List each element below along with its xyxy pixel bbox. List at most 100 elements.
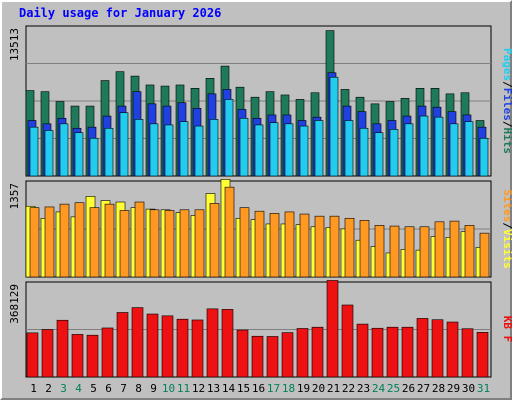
bar-sites-day-11 <box>179 209 190 278</box>
bar-sites-day-2 <box>44 206 55 278</box>
bar-kbytes-day-31 <box>476 332 489 378</box>
bar-sites-day-15 <box>239 207 250 278</box>
x-tick-day-17: 17 <box>267 382 280 395</box>
bar-sites-day-26 <box>404 226 415 278</box>
x-tick-day-22: 22 <box>342 382 355 395</box>
bar-kbytes-day-27 <box>416 318 429 378</box>
bar-pages-day-30 <box>464 121 474 177</box>
bar-kbytes-day-15 <box>236 329 249 378</box>
bar-sites-day-18 <box>284 211 295 278</box>
x-tick-day-16: 16 <box>252 382 265 395</box>
bar-kbytes-day-8 <box>131 307 144 378</box>
y-max-label-2: 368129 <box>8 284 21 324</box>
x-tick-day-7: 7 <box>120 382 127 395</box>
bar-pages-day-26 <box>404 123 414 177</box>
bar-sites-day-24 <box>374 225 385 278</box>
bar-pages-day-10 <box>164 124 174 177</box>
bar-sites-day-3 <box>59 203 70 278</box>
bar-sites-day-31 <box>479 232 490 278</box>
bar-pages-day-19 <box>299 125 309 177</box>
bar-pages-day-13 <box>209 119 219 177</box>
bar-sites-day-9 <box>149 209 160 278</box>
x-tick-day-4: 4 <box>75 382 82 395</box>
x-tick-day-21: 21 <box>327 382 340 395</box>
legend-entry-2-0: KB <box>501 316 512 330</box>
bar-sites-day-7 <box>119 210 130 278</box>
legend-entry-0-1: / <box>501 81 512 88</box>
bar-kbytes-day-28 <box>431 319 444 378</box>
x-tick-day-27: 27 <box>417 382 430 395</box>
x-tick-day-13: 13 <box>207 382 220 395</box>
x-tick-day-15: 15 <box>237 382 250 395</box>
bar-sites-day-1 <box>29 207 40 278</box>
bar-pages-day-7 <box>119 112 129 177</box>
bar-kbytes-day-13 <box>206 308 219 378</box>
bar-pages-day-5 <box>89 137 99 177</box>
x-tick-day-25: 25 <box>387 382 400 395</box>
bar-kbytes-day-7 <box>116 312 129 378</box>
bar-pages-day-16 <box>254 124 264 177</box>
bar-sites-day-4 <box>74 202 85 278</box>
bar-pages-day-3 <box>59 123 69 177</box>
x-tick-day-30: 30 <box>462 382 475 395</box>
y-max-label-1: 1357 <box>8 183 21 210</box>
legend-entry-1-0: Sites <box>501 189 512 222</box>
x-tick-day-11: 11 <box>177 382 190 395</box>
bar-pages-day-15 <box>239 117 249 177</box>
bar-pages-day-6 <box>104 127 114 177</box>
bar-pages-day-24 <box>374 132 384 177</box>
bar-kbytes-day-25 <box>386 326 399 378</box>
bar-kbytes-day-30 <box>461 328 474 378</box>
legend-entry-0-0: Pages <box>501 48 512 81</box>
x-tick-day-24: 24 <box>372 382 386 395</box>
legend-panel-2: KB F <box>501 316 512 343</box>
bar-pages-day-25 <box>389 129 399 177</box>
bar-pages-day-8 <box>134 119 144 177</box>
bar-sites-day-27 <box>419 226 430 278</box>
x-tick-day-29: 29 <box>447 382 460 395</box>
legend-panel-1: Sites/Visits <box>501 189 512 269</box>
bar-sites-day-10 <box>164 210 175 278</box>
bar-pages-day-29 <box>449 123 459 177</box>
bar-kbytes-day-18 <box>281 332 294 378</box>
bar-kbytes-day-4 <box>71 334 84 378</box>
legend-entry-1-2: Visits <box>501 229 512 269</box>
bar-pages-day-4 <box>74 132 84 177</box>
bar-sites-day-20 <box>314 215 325 278</box>
x-tick-day-9: 9 <box>150 382 157 395</box>
bar-pages-day-9 <box>149 123 159 177</box>
bar-pages-day-1 <box>29 126 39 177</box>
bar-kbytes-day-2 <box>41 329 54 378</box>
bar-pages-day-14 <box>224 99 234 177</box>
bar-kbytes-day-6 <box>101 327 114 378</box>
bar-sites-day-8 <box>134 201 145 278</box>
bar-kbytes-day-3 <box>56 319 69 378</box>
bar-sites-day-6 <box>104 203 115 278</box>
bar-pages-day-20 <box>314 120 324 177</box>
x-tick-day-31: 31 <box>477 382 490 395</box>
bar-pages-day-11 <box>179 121 189 177</box>
bar-pages-day-21 <box>329 76 339 177</box>
bar-pages-day-17 <box>269 122 279 177</box>
bar-kbytes-day-16 <box>251 335 264 378</box>
legend-entry-0-2: Files <box>501 88 512 121</box>
bar-kbytes-day-22 <box>341 304 354 378</box>
bar-sites-day-30 <box>464 225 475 278</box>
x-tick-day-20: 20 <box>312 382 325 395</box>
bar-sites-day-21 <box>329 215 340 278</box>
bar-sites-day-5 <box>89 207 100 278</box>
legend-panel-0: Pages/Files/Hits <box>501 48 512 154</box>
bar-pages-day-31 <box>479 137 489 177</box>
bar-kbytes-day-11 <box>176 318 189 378</box>
bar-kbytes-day-1 <box>26 332 39 378</box>
x-tick-day-5: 5 <box>90 382 97 395</box>
chart-title: Daily usage for January 2026 <box>19 6 222 20</box>
bar-sites-day-25 <box>389 225 400 278</box>
bar-sites-day-28 <box>434 221 445 278</box>
bar-kbytes-day-9 <box>146 313 159 378</box>
bar-kbytes-day-19 <box>296 328 309 378</box>
bar-kbytes-day-5 <box>86 334 99 378</box>
x-tick-day-14: 14 <box>222 382 236 395</box>
bar-kbytes-day-26 <box>401 326 414 378</box>
x-tick-day-8: 8 <box>135 382 142 395</box>
